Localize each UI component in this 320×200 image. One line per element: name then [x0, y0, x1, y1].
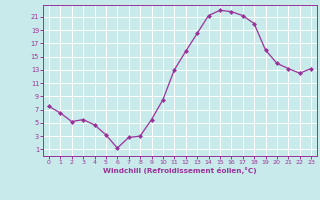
X-axis label: Windchill (Refroidissement éolien,°C): Windchill (Refroidissement éolien,°C)	[103, 167, 257, 174]
